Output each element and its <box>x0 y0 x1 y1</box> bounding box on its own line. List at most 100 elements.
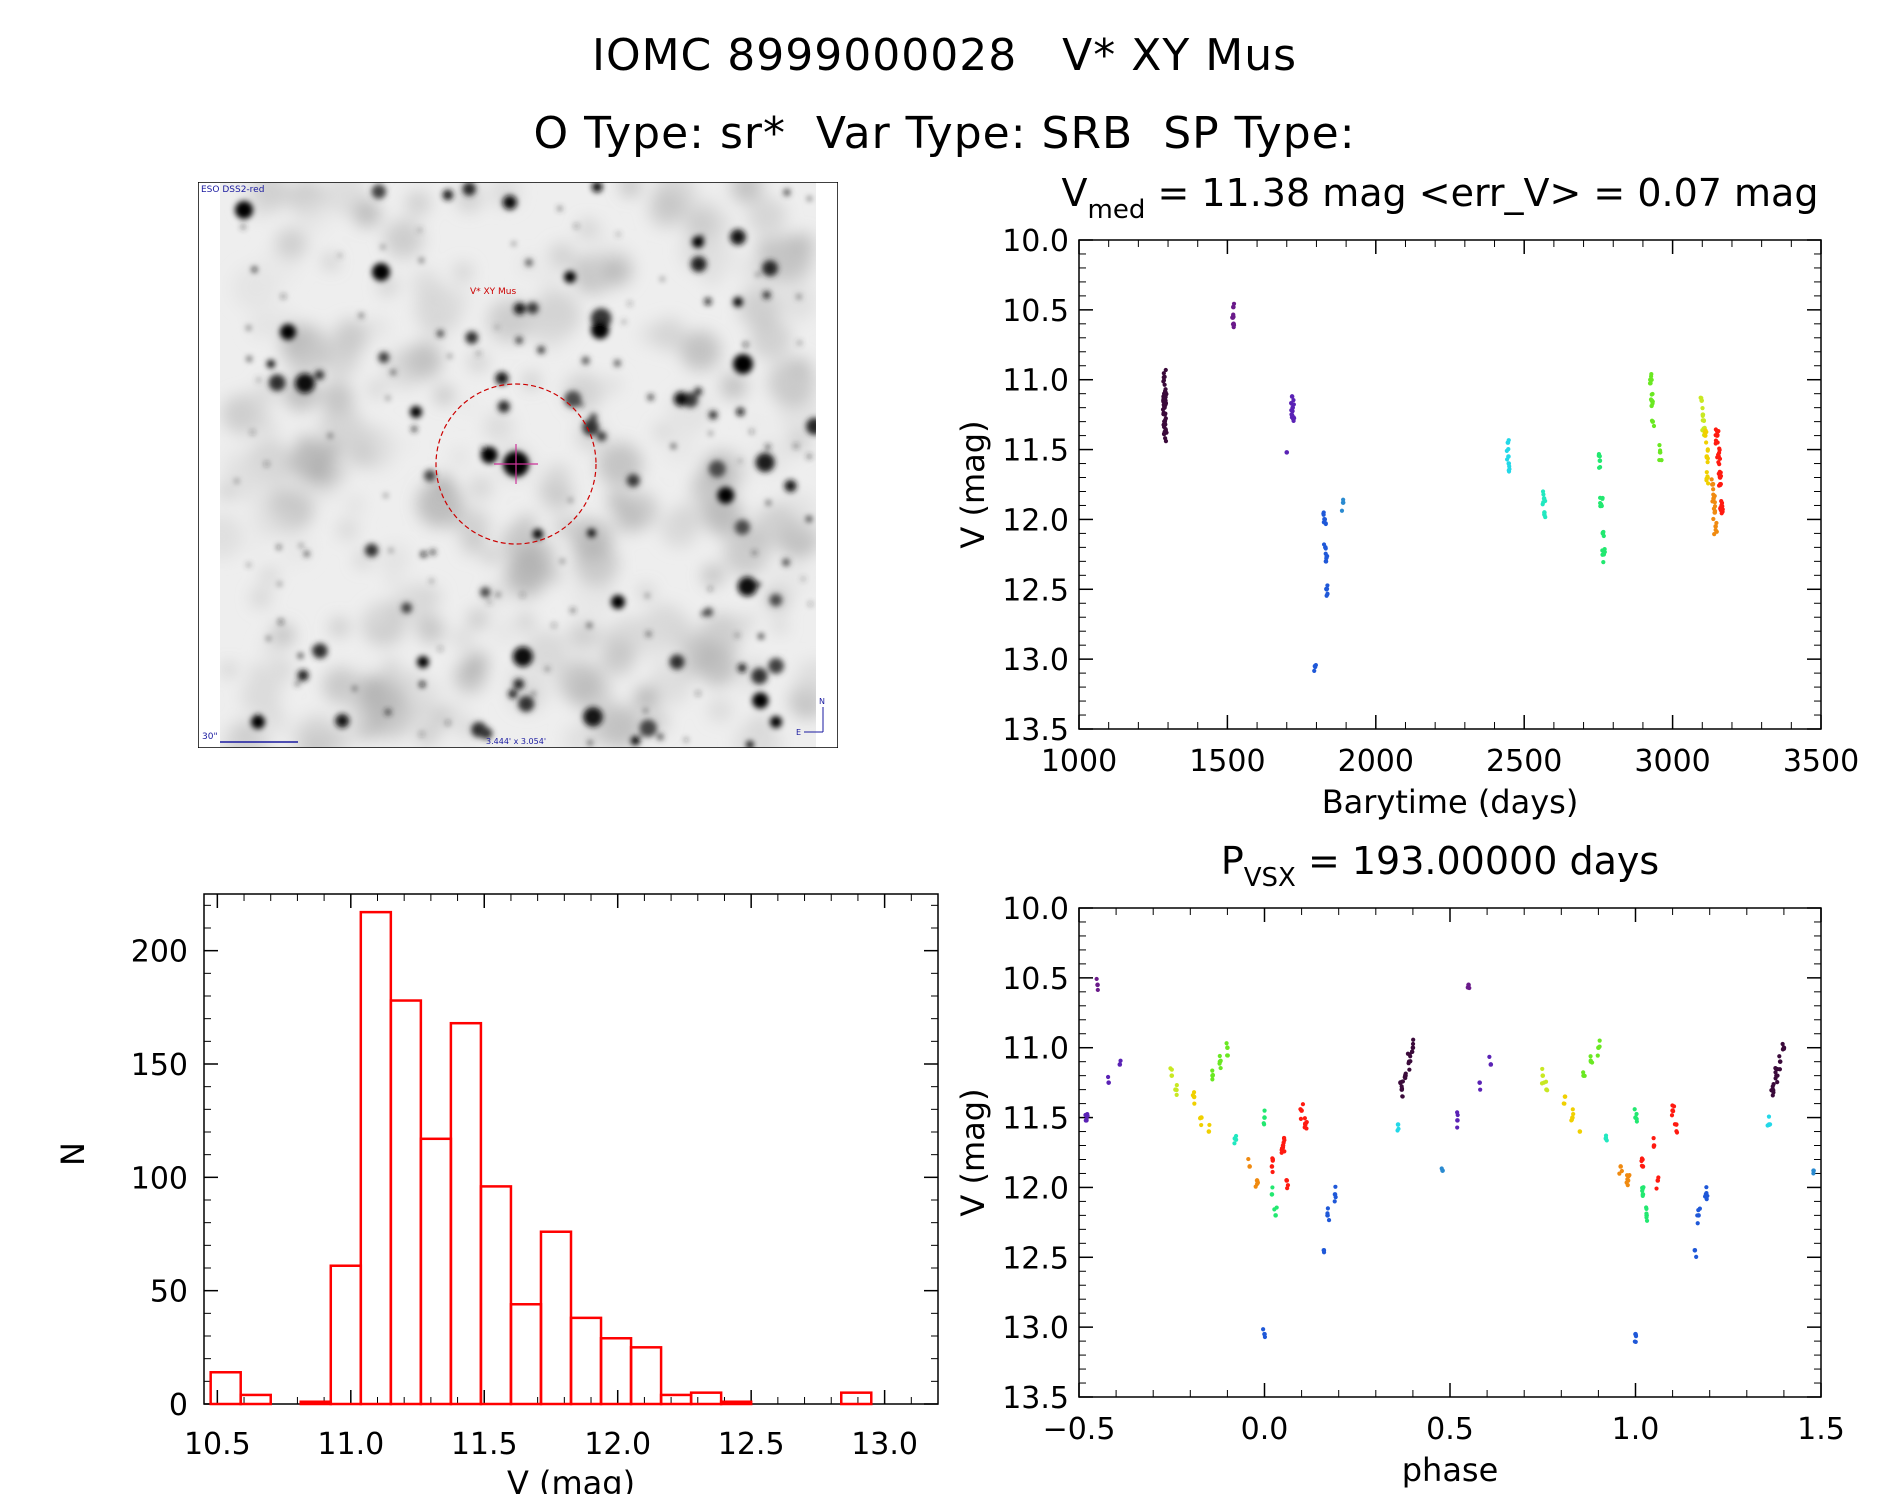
data-point <box>1701 418 1706 423</box>
finder-star <box>639 719 657 737</box>
finder-star <box>518 695 535 712</box>
data-point <box>1640 1193 1645 1199</box>
histogram-bar <box>209 1371 242 1406</box>
figure-subtitle: O Type: sr* Var Type: SRB SP Type: <box>533 108 1356 159</box>
finder-star <box>442 189 454 201</box>
data-point <box>1455 1112 1460 1118</box>
finder-haze-blob <box>434 385 454 405</box>
data-point <box>1405 1051 1411 1056</box>
finder-haze-blob <box>558 659 603 705</box>
data-point <box>1407 1067 1412 1072</box>
histogram-bar <box>359 910 393 1406</box>
finder-haze-blob <box>416 480 464 528</box>
finder-star <box>645 594 649 598</box>
finder-aperture-circle <box>435 383 597 545</box>
finder-star <box>704 297 712 306</box>
data-point <box>1324 555 1329 560</box>
finder-star <box>295 681 300 686</box>
phased-title: PVSX = 193.00000 days <box>1221 839 1659 893</box>
data-point <box>1633 1339 1638 1345</box>
finder-star <box>560 559 564 563</box>
finder-star <box>257 378 261 382</box>
data-point <box>1163 367 1168 373</box>
data-point <box>1711 487 1716 492</box>
data-point <box>1161 375 1166 380</box>
finder-star <box>312 647 316 651</box>
histogram-xtick-label: 12.5 <box>718 1427 785 1462</box>
data-point <box>1588 1054 1593 1059</box>
finder-scale-label: 30" <box>202 732 218 742</box>
data-point <box>1272 1207 1277 1212</box>
finder-star <box>638 734 642 738</box>
histogram-ytick-label: 150 <box>131 1048 188 1083</box>
data-point <box>1313 664 1318 670</box>
finder-star <box>424 469 436 482</box>
data-point <box>1191 1090 1197 1095</box>
histogram-xtick-label: 10.5 <box>184 1427 251 1462</box>
finder-star <box>570 608 575 613</box>
finder-haze-blob <box>483 548 499 564</box>
histogram-bar <box>689 1391 723 1406</box>
data-point <box>1198 1115 1203 1120</box>
finder-haze-blob <box>660 509 699 548</box>
data-point <box>1325 1213 1330 1218</box>
data-point <box>1246 1156 1251 1162</box>
finder-fov-label: 3.444' x 3.054' <box>486 737 546 746</box>
data-point <box>1650 401 1655 406</box>
finder-star <box>371 184 387 199</box>
ph-ytick-label: 11.5 <box>1002 1102 1069 1137</box>
data-point <box>1633 1334 1639 1339</box>
finder-haze-blob <box>778 283 817 321</box>
ph-ytick-label: 12.5 <box>1002 1241 1069 1276</box>
data-point <box>1455 1125 1460 1130</box>
finder-star <box>508 689 518 699</box>
data-point <box>1542 513 1547 518</box>
data-point <box>1651 1135 1656 1141</box>
finder-star <box>480 587 491 598</box>
finder-haze-blob <box>700 612 743 655</box>
finder-star <box>622 320 626 324</box>
histogram-bar <box>299 1400 333 1406</box>
data-point <box>1602 549 1607 555</box>
data-point <box>1539 1081 1545 1086</box>
lc-xtick-label: 1000 <box>1041 744 1117 779</box>
data-point <box>1705 448 1710 453</box>
finder-star <box>708 460 726 478</box>
data-point <box>1163 436 1168 441</box>
data-point <box>1410 1041 1416 1047</box>
finder-haze-blob <box>746 415 763 432</box>
phased-title-main: P <box>1221 839 1244 883</box>
data-point <box>1569 1117 1574 1122</box>
lightcurve-frame <box>1078 239 1822 730</box>
lightcurve-xlabel: Barytime (days) <box>1322 783 1579 821</box>
finder-haze-blob <box>548 242 576 270</box>
finder-star <box>480 727 493 740</box>
finder-star <box>801 577 805 581</box>
finder-bright-star <box>235 201 253 219</box>
finder-star <box>502 195 518 210</box>
finder-star <box>438 647 442 651</box>
finder-haze-blob <box>454 507 490 544</box>
finder-star <box>766 500 771 505</box>
data-point <box>1341 497 1346 502</box>
data-point <box>1279 1146 1285 1151</box>
data-point <box>1289 394 1295 399</box>
lc-ytick-label: 11.0 <box>1002 364 1069 399</box>
data-point <box>1656 1175 1661 1180</box>
finder-star <box>304 551 310 557</box>
histogram-bar <box>329 1264 363 1406</box>
histogram-bar <box>479 1185 513 1406</box>
data-point <box>1624 1173 1630 1178</box>
data-point <box>1781 1046 1787 1051</box>
data-point <box>1199 1122 1204 1128</box>
finder-star <box>266 359 275 369</box>
finder-star <box>703 607 714 617</box>
histogram-bars <box>209 910 873 1406</box>
finder-haze-blob <box>540 272 558 290</box>
histogram-bar <box>539 1230 573 1406</box>
figure-title: IOMC 8999000028 V* XY Mus <box>591 30 1298 81</box>
finder-bright-star <box>611 595 625 609</box>
data-point <box>1767 1122 1772 1127</box>
data-point <box>1617 1171 1622 1176</box>
data-point <box>1411 1037 1416 1042</box>
